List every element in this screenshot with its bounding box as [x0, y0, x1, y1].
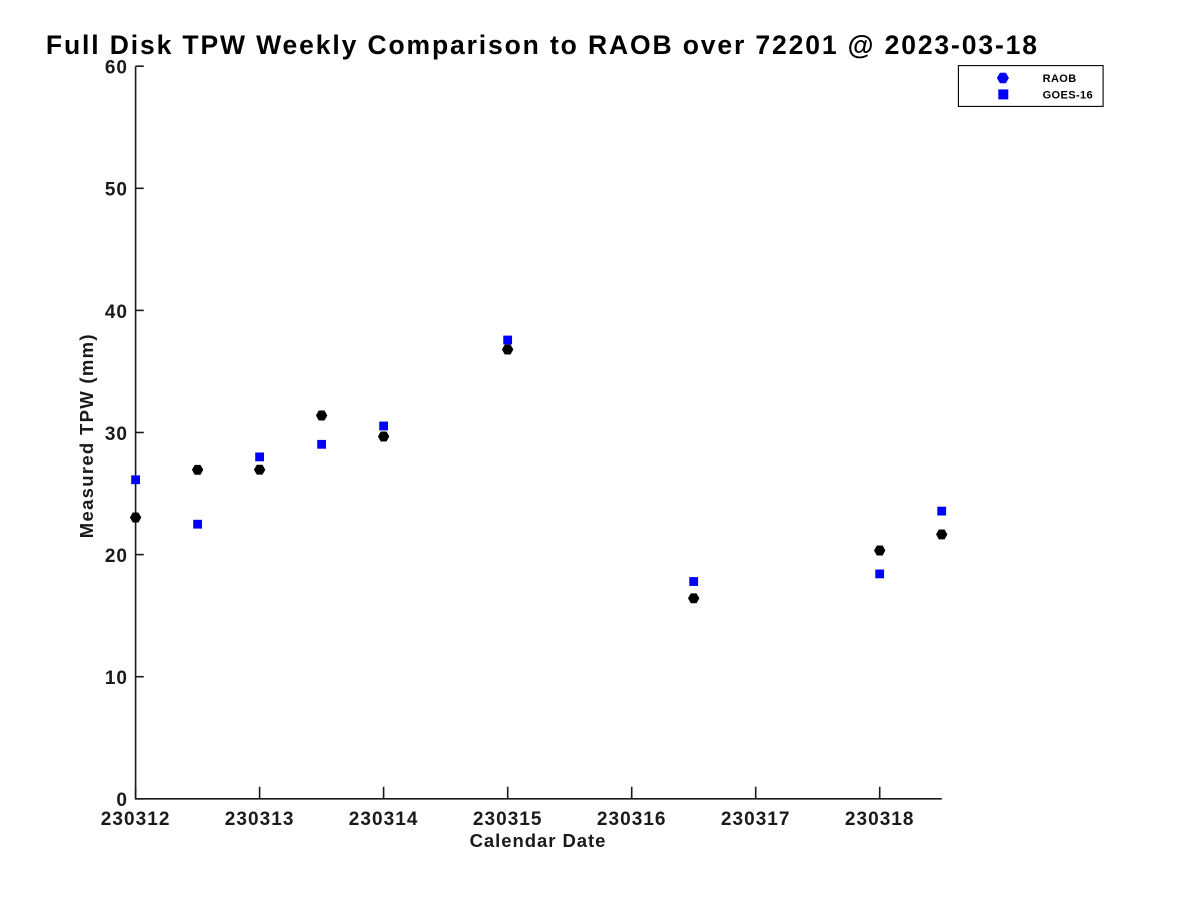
svg-text:40: 40	[105, 302, 128, 323]
svg-text:230313: 230313	[225, 809, 295, 830]
svg-text:Full Disk TPW Weekly Compariso: Full Disk TPW Weekly Comparison to RAOB …	[46, 30, 1039, 60]
svg-text:50: 50	[105, 180, 128, 201]
svg-text:230318: 230318	[845, 809, 915, 830]
svg-text:60: 60	[105, 58, 128, 79]
svg-text:30: 30	[105, 424, 128, 445]
svg-text:230316: 230316	[597, 809, 667, 830]
svg-text:20: 20	[105, 546, 128, 567]
svg-text:Measured TPW (mm): Measured TPW (mm)	[76, 333, 97, 538]
svg-text:Calendar Date: Calendar Date	[470, 830, 607, 851]
svg-text:230315: 230315	[473, 809, 543, 830]
svg-text:230317: 230317	[721, 809, 791, 830]
svg-text:0: 0	[116, 790, 128, 811]
svg-text:GOES-16: GOES-16	[1043, 89, 1094, 101]
svg-text:10: 10	[105, 668, 128, 689]
svg-text:230312: 230312	[101, 809, 171, 830]
svg-text:230314: 230314	[349, 809, 419, 830]
svg-text:RAOB: RAOB	[1043, 73, 1077, 85]
